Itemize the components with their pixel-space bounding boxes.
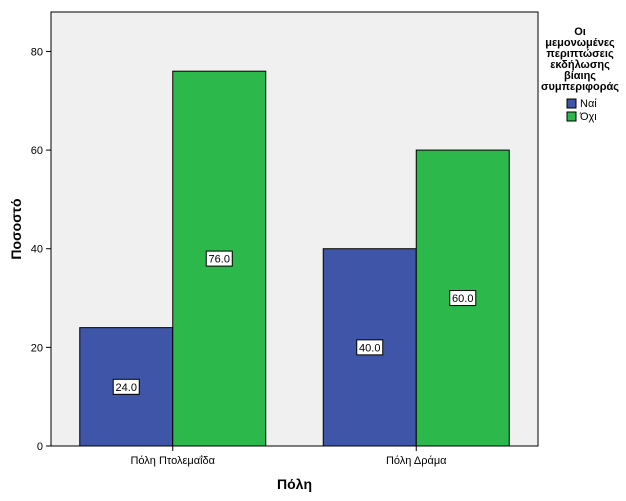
legend-title-line: Οι — [574, 26, 586, 38]
legend-title-line: βίαιης — [564, 70, 596, 82]
y-tick-label: 0 — [37, 441, 43, 453]
legend-title-line: περιπτώσεις — [546, 48, 614, 60]
legend: Οιμεμονωμένεςπεριπτώσειςεκδήλωσηςβίαιηςσ… — [541, 26, 619, 123]
data-label: 76.0 — [209, 254, 230, 266]
y-axis: 0 20 40 60 80 — [31, 46, 51, 453]
data-label: 24.0 — [116, 382, 137, 394]
legend-title-line: εκδήλωσης — [550, 59, 610, 71]
y-tick-label: 20 — [31, 342, 43, 354]
data-label-box — [205, 250, 233, 267]
x-tick-label: Πόλη Πτολεμαΐδα — [130, 455, 215, 467]
data-label: 60.0 — [452, 293, 473, 305]
legend-swatch-no — [566, 111, 577, 122]
legend-title-line: μεμονωμένες — [545, 37, 615, 49]
legend-label-no: Όχι — [579, 111, 597, 123]
y-axis-title: Ποσοστό — [8, 198, 24, 259]
y-tick-label: 60 — [31, 145, 43, 157]
data-label-box — [356, 339, 384, 356]
y-tick-label: 80 — [31, 46, 43, 58]
y-tick-label: 40 — [31, 244, 43, 256]
data-labels-group: 24.0 40.0 76.0 60.0 — [112, 250, 477, 395]
legend-swatch-yes — [566, 98, 577, 109]
legend-label-yes: Ναί — [580, 98, 597, 110]
x-tick-label: Πόλη Δράμα — [386, 455, 447, 467]
data-label-box — [112, 378, 140, 395]
x-axis: Πόλη Πτολεμαΐδα Πόλη Δράμα — [130, 446, 447, 467]
legend-title-line: συμπεριφοράς — [541, 81, 619, 93]
data-label: 40.0 — [359, 342, 380, 354]
x-axis-title: Πόλη — [277, 476, 312, 492]
data-label-box — [449, 290, 477, 307]
